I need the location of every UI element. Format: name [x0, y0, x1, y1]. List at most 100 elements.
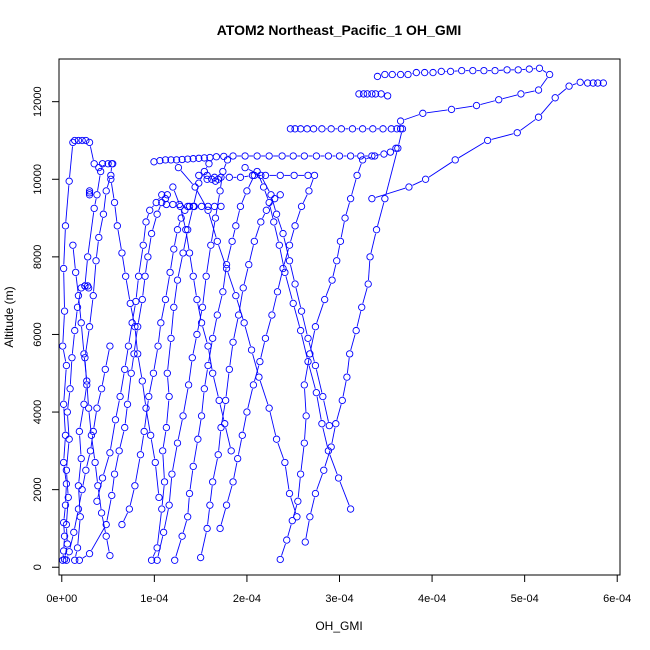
- data-point: [110, 470, 119, 478]
- data-point: [62, 556, 71, 564]
- series-line-segment: [114, 454, 119, 471]
- series-line-segment: [131, 357, 134, 370]
- data-point: [146, 206, 154, 214]
- y-tick-label: 0: [32, 564, 44, 570]
- data-point: [276, 555, 284, 564]
- data-point: [296, 326, 305, 335]
- series-line-segment: [103, 194, 107, 211]
- data-point: [243, 408, 251, 416]
- series-line-segment: [146, 213, 149, 219]
- data-point: [200, 154, 208, 162]
- data-point: [126, 299, 134, 308]
- data-point: [241, 152, 249, 160]
- series-14: [253, 167, 355, 513]
- data-point: [328, 276, 336, 284]
- data-point: [336, 237, 345, 245]
- data-point: [138, 295, 146, 304]
- series-line-segment: [145, 260, 148, 273]
- data-point: [335, 152, 344, 160]
- data-point: [102, 187, 110, 195]
- series-line-segment: [208, 349, 213, 370]
- series-line-segment: [332, 264, 337, 277]
- data-point: [106, 449, 114, 457]
- data-point: [203, 175, 211, 183]
- series-line-segment: [144, 400, 149, 428]
- data-point: [98, 474, 107, 482]
- series-line-segment: [217, 295, 223, 312]
- series-line-segment: [115, 400, 120, 416]
- data-point: [215, 396, 223, 405]
- series-line-segment: [161, 303, 166, 319]
- y-tick-label: 10000: [32, 164, 44, 195]
- data-point: [121, 365, 129, 374]
- series-28: [203, 175, 222, 185]
- series-line-segment: [241, 194, 246, 203]
- data-point: [583, 79, 592, 87]
- series-line-segment: [268, 201, 273, 208]
- data-point: [213, 311, 221, 319]
- data-point: [229, 338, 237, 346]
- data-point: [147, 229, 156, 238]
- series-line-segment: [63, 369, 67, 401]
- series-line-segment: [208, 214, 217, 238]
- data-point: [142, 404, 150, 412]
- series-line-segment: [140, 435, 144, 451]
- y-tick-label: 8000: [32, 245, 44, 269]
- data-point: [165, 392, 173, 401]
- series-line-segment: [150, 439, 156, 459]
- data-point: [91, 458, 99, 467]
- data-point: [551, 94, 559, 102]
- data-point: [146, 431, 155, 439]
- data-point: [278, 152, 286, 160]
- series-line-segment: [362, 287, 368, 304]
- data-point: [61, 431, 70, 439]
- data-point: [267, 191, 275, 199]
- data-point: [169, 183, 177, 191]
- series-line-segment: [74, 512, 79, 529]
- data-point: [589, 79, 597, 87]
- data-point: [195, 154, 203, 162]
- data-point: [213, 237, 221, 245]
- data-point: [311, 489, 320, 498]
- data-point: [113, 222, 121, 230]
- series-line-segment: [491, 133, 514, 140]
- series-line-segment: [232, 229, 236, 238]
- data-point: [111, 416, 120, 424]
- data-point: [300, 381, 308, 389]
- series-line-segment: [227, 245, 232, 261]
- data-point: [429, 68, 437, 77]
- data-point: [393, 125, 401, 133]
- data-point: [289, 152, 297, 160]
- series-line-segment: [183, 388, 189, 413]
- data-point: [70, 528, 78, 536]
- data-point: [333, 257, 341, 265]
- data-point: [87, 431, 96, 439]
- series-line-segment: [225, 427, 231, 448]
- series-line-segment: [213, 377, 219, 397]
- data-point: [163, 369, 171, 377]
- data-point: [204, 361, 212, 370]
- data-point: [71, 136, 79, 145]
- series-24: [355, 90, 392, 100]
- series-line-segment: [412, 180, 423, 186]
- series-line-segment: [316, 396, 322, 420]
- data-point: [108, 491, 116, 500]
- data-point: [513, 129, 521, 137]
- series-line-segment: [69, 146, 73, 178]
- data-point: [332, 420, 340, 428]
- series-line-segment: [88, 412, 92, 432]
- data-point: [74, 482, 83, 490]
- series-line-segment: [178, 221, 181, 227]
- data-point: [78, 485, 86, 494]
- data-point: [348, 125, 357, 133]
- series-line-segment: [197, 311, 203, 331]
- series-line-segment: [106, 499, 112, 521]
- series-line-segment: [324, 450, 331, 467]
- series-line-segment: [201, 392, 205, 412]
- data-point: [383, 92, 392, 100]
- data-point: [73, 544, 82, 552]
- data-point: [82, 136, 90, 145]
- series-line-segment: [262, 213, 266, 219]
- data-point: [189, 272, 197, 280]
